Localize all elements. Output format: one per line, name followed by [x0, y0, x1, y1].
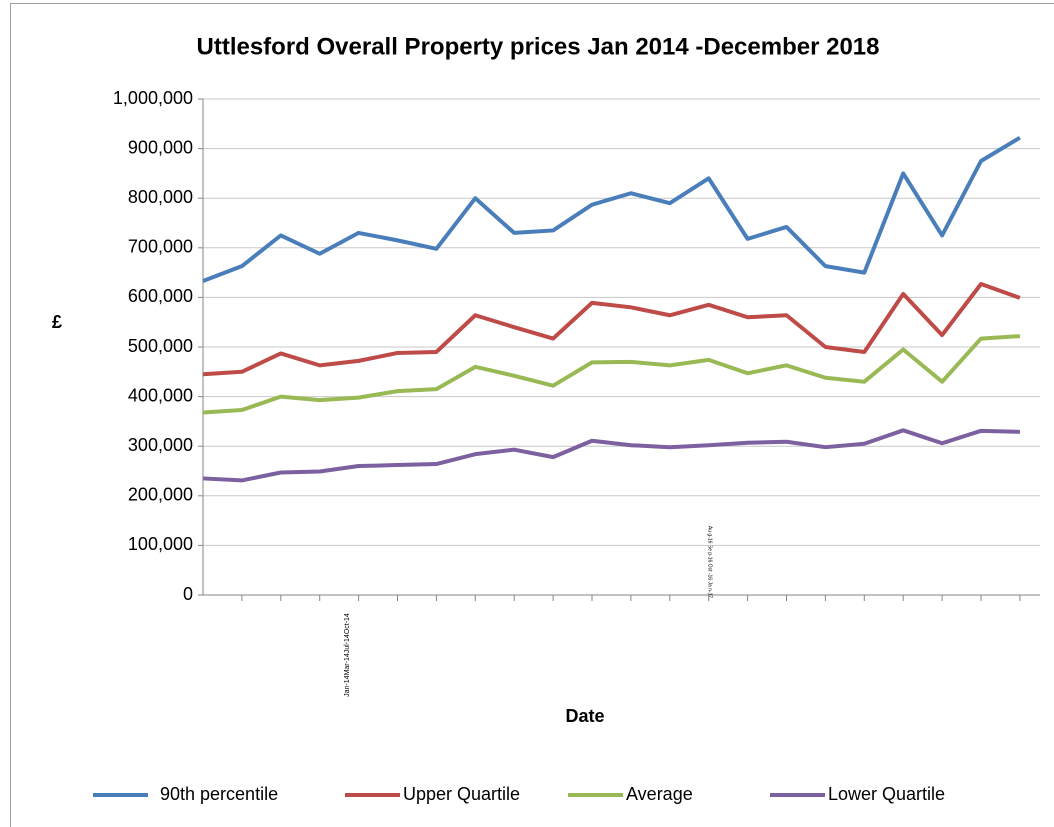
legend-label: Upper Quartile	[403, 784, 520, 804]
legend-label: Average	[626, 784, 693, 804]
line-series	[202, 282, 1021, 377]
y-tick-label: 900,000	[128, 137, 193, 157]
y-tick-label: 800,000	[128, 187, 193, 207]
legend-label: 90th percentile	[160, 784, 278, 804]
y-tick-label: 300,000	[128, 435, 193, 455]
y-tick-label: 500,000	[128, 336, 193, 356]
x-axis-label: Date	[565, 706, 604, 726]
y-tick-label: 1,000,000	[113, 88, 193, 108]
y-tick-label: 600,000	[128, 286, 193, 306]
y-tick-label: 400,000	[128, 385, 193, 405]
x-tick-label: Jan-14Mar-14Jul-14Oct-14	[344, 613, 351, 697]
chart-title: Uttlesford Overall Property prices Jan 2…	[197, 33, 880, 60]
legend-label: Lower Quartile	[828, 784, 945, 804]
line-series	[202, 334, 1021, 415]
line-series	[202, 428, 1020, 483]
y-axis-label: £	[52, 312, 62, 332]
line-series	[202, 135, 1021, 283]
y-tick-label: 700,000	[128, 237, 193, 257]
y-tick-label: 200,000	[128, 485, 193, 505]
y-tick-label: 100,000	[128, 534, 193, 554]
x-tick-label: Au g-16 Se p-16 Oct -16 Ja n-17	[707, 526, 713, 598]
chart-frame	[10, 3, 1054, 827]
y-tick-label: 0	[183, 584, 193, 604]
